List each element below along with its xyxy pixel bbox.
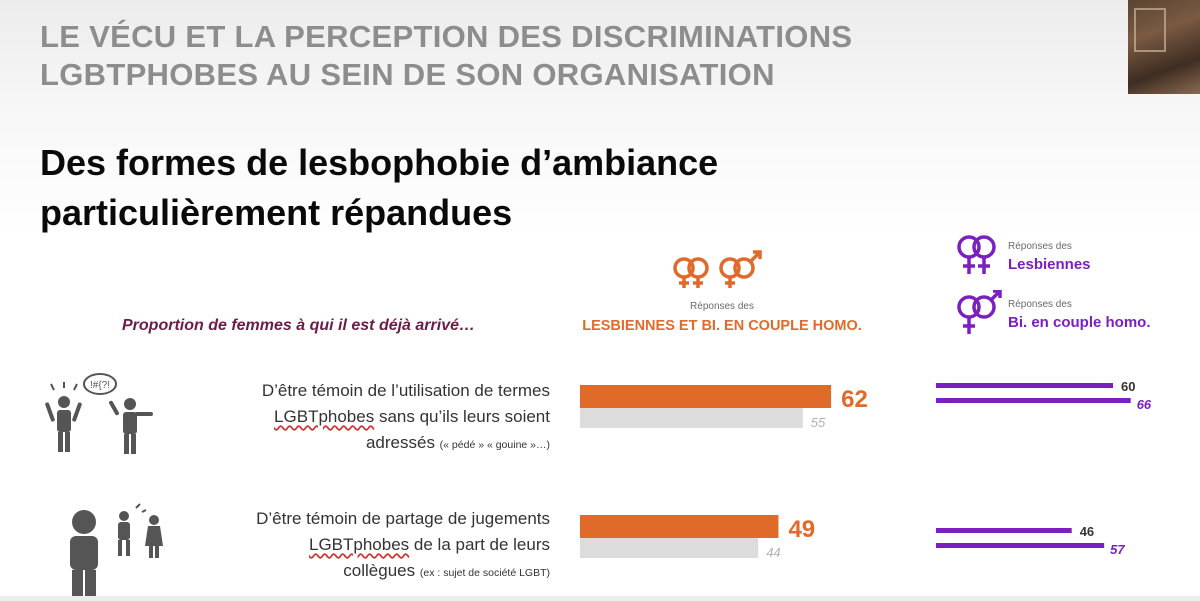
legend-bi-couple: Réponses des Bi. en couple homo.: [952, 289, 1151, 341]
value-label-orange-1: 62: [841, 386, 868, 413]
svg-text:!#{?!: !#{?!: [90, 380, 110, 391]
row2-line3-text: collègues: [343, 561, 420, 580]
bar-bi-2: [936, 543, 1105, 548]
row-label-1: D’être témoin de l’utilisation de termes…: [170, 378, 550, 458]
row2-line2: LGBTphobes de la part de leurs: [170, 532, 550, 558]
bar-lesbiennes-1: [936, 383, 1113, 388]
slide-subtitle: Des formes de lesbophobie d’ambiance par…: [40, 138, 860, 238]
header-title-line1: LE VÉCU ET LA PERCEPTION DES DISCRIMINAT…: [40, 19, 853, 54]
row2-underlined-word: LGBTphobes: [309, 535, 410, 554]
female-male-icon: [957, 289, 1002, 334]
question-label: Proportion de femmes à qui il est déjà a…: [122, 317, 475, 334]
row2-line3: collègues (ex : sujet de société LGBT): [170, 558, 550, 586]
female-female-icon: [957, 235, 996, 274]
row1-line3-text: adressés: [365, 433, 440, 452]
row-label-2: D’être témoin de partage de jugements LG…: [170, 506, 550, 586]
webcam-thumbnail: [1128, 0, 1200, 94]
legend-orange-big: LESBIENNES ET BI. EN COUPLE HOMO.: [582, 318, 862, 334]
legend-lesbiennes-big: Lesbiennes: [1008, 256, 1091, 273]
row2-line2-rest: de la part de leurs: [409, 535, 550, 554]
bar-orange-1: [580, 385, 832, 408]
bar-bi-1: [936, 398, 1131, 403]
value-label-bi-1: 66: [1137, 397, 1152, 412]
row1-line2-rest: sans qu’ils leurs soient: [374, 407, 550, 426]
bar-grey-1: [580, 408, 803, 428]
bar-lesbiennes-2: [936, 528, 1072, 533]
people-insult-icon: !#{?!: [42, 372, 157, 462]
value-label-grey-1: 55: [811, 415, 826, 430]
row1-underlined-word: LGBTphobes: [274, 407, 375, 426]
row2-line1: D’être témoin de partage de jugements: [256, 509, 550, 528]
value-label-lesbiennes-1: 60: [1121, 379, 1135, 394]
row2-example: (ex : sujet de société LGBT): [419, 567, 550, 579]
value-label-bi-2: 57: [1110, 542, 1125, 557]
legend-lesbiennes: Réponses des Lesbiennes: [952, 232, 1091, 283]
row1-line1: D’être témoin de l’utilisation de termes: [261, 381, 550, 400]
value-label-orange-2: 49: [788, 516, 815, 543]
value-label-lesbiennes-2: 46: [1080, 524, 1094, 539]
row1-example: (« pédé » « gouine »…): [439, 439, 550, 451]
people-gossip-icon: [62, 500, 172, 601]
legend-lesbiennes-small: Réponses des: [1008, 241, 1072, 252]
value-label-grey-2: 44: [766, 545, 780, 560]
subtitle-line2: particulièrement répandues: [40, 192, 513, 233]
row1-line3: adressés (« pédé » « gouine »…): [170, 430, 550, 458]
female-male-couple-icon: [673, 250, 762, 288]
header-title-line2: LGBTPHOBES AU SEIN DE SON ORGANISATION: [40, 57, 775, 92]
legend-orange-small: Réponses des: [690, 301, 754, 312]
legend-bi-big: Bi. en couple homo.: [1008, 314, 1151, 331]
legend-bi-small: Réponses des: [1008, 299, 1072, 310]
page-header-title: LE VÉCU ET LA PERCEPTION DES DISCRIMINAT…: [40, 18, 1100, 94]
legend-orange: Réponses des LESBIENNES ET BI. EN COUPLE…: [572, 248, 872, 334]
row1-line2: LGBTphobes sans qu’ils leurs soient: [170, 404, 550, 430]
bar-orange-2: [580, 515, 779, 538]
subtitle-line1: Des formes de lesbophobie d’ambiance: [40, 142, 719, 183]
bar-grey-2: [580, 538, 759, 558]
